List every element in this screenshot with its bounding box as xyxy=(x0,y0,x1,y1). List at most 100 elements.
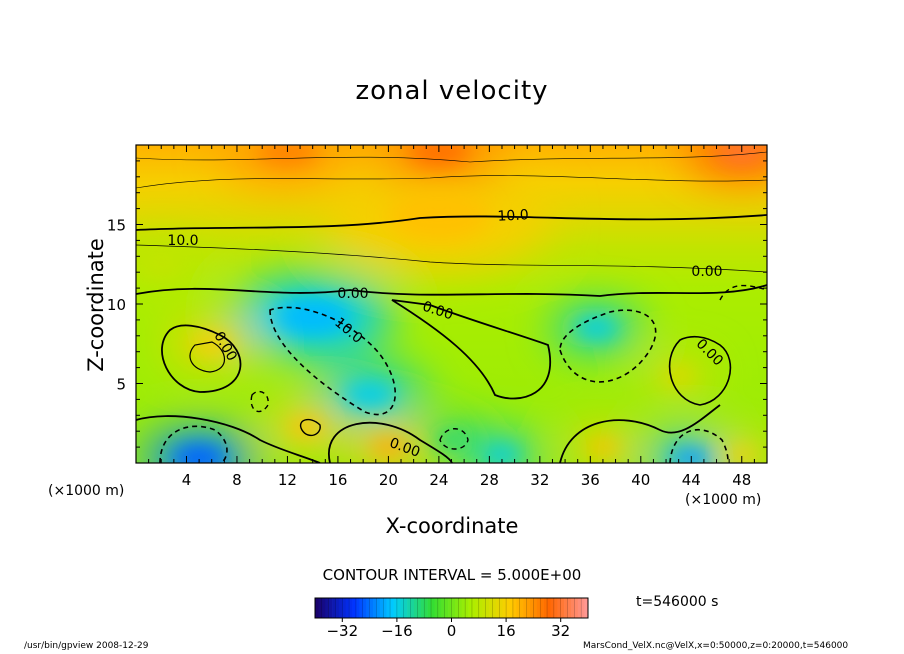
contour-line xyxy=(189,341,226,373)
colorbar-cell xyxy=(441,598,445,618)
y-tick-label: 5 xyxy=(116,376,126,394)
colorbar-cell xyxy=(495,598,500,618)
colorbar-cell xyxy=(567,598,572,618)
contour-line xyxy=(136,284,767,297)
colorbar-cell xyxy=(526,598,531,618)
colorbar-cell xyxy=(366,598,370,618)
colorbar-cell xyxy=(502,598,507,618)
colorbar-cell xyxy=(400,598,405,618)
colorbar-cell xyxy=(512,598,517,618)
x-tick-label: 20 xyxy=(379,471,398,489)
colorbar-cell xyxy=(529,598,534,618)
field-core xyxy=(173,446,225,463)
colorbar-cell xyxy=(427,598,432,618)
field-core xyxy=(726,447,757,463)
colorbar-cell xyxy=(574,598,579,618)
colorbar-cell xyxy=(328,598,333,618)
colorbar-cell xyxy=(403,598,408,618)
x-unit-label-right: (×1000 m) xyxy=(685,492,762,508)
colorbar-cell xyxy=(482,598,486,618)
colorbar-cell xyxy=(444,598,449,618)
colorbar-cell xyxy=(434,598,439,618)
colorbar-cell xyxy=(543,598,548,618)
colorbar-cell xyxy=(547,598,551,618)
contour-label: 10.0 xyxy=(497,207,529,225)
footer-program-date: /usr/bin/gpview 2008-12-29 xyxy=(24,641,149,651)
colorbar-cell xyxy=(584,598,589,618)
footer-data-source: MarsCond_VelX.nc@VelX,x=0:50000,z=0:2000… xyxy=(583,641,849,651)
colorbar-cell xyxy=(352,598,357,618)
colorbar: −32 −16 0 16 32 xyxy=(314,597,589,640)
contour-line xyxy=(439,428,469,450)
colorbar-cell xyxy=(379,598,384,618)
colorbar-cell xyxy=(359,598,364,618)
x-tick-label: 36 xyxy=(581,471,600,489)
field-core xyxy=(344,382,395,407)
y-axis-label: Z-coordinate xyxy=(84,238,108,372)
colorbar-cell xyxy=(376,598,381,618)
contour-label: 0.00 xyxy=(691,264,722,280)
colorbar-cell xyxy=(564,598,568,618)
colorbar-cell xyxy=(369,598,374,618)
colorbar-cell xyxy=(431,598,435,618)
chart-title: zonal velocity xyxy=(355,76,549,106)
colorbar-cell xyxy=(321,598,326,618)
colorbar-cell xyxy=(345,598,350,618)
colorbar-cell xyxy=(318,598,323,618)
colorbar-cell xyxy=(325,598,329,618)
colorbar-cell xyxy=(577,598,582,618)
colorbar-cell xyxy=(523,598,527,618)
field-core xyxy=(370,438,407,456)
colorbar-cell xyxy=(478,598,483,618)
colorbar-cell xyxy=(557,598,561,618)
colorbar-tick-label: −16 xyxy=(381,622,413,640)
colorbar-cell xyxy=(349,598,353,618)
field-core xyxy=(257,145,318,166)
time-label: t=546000 s xyxy=(636,594,719,610)
colorbar-cell xyxy=(499,598,503,618)
velocity-field xyxy=(136,145,767,463)
field-core xyxy=(484,446,520,463)
field-core xyxy=(671,448,712,463)
colorbar-cell xyxy=(533,598,538,618)
colorbar-tick-label: −32 xyxy=(326,622,358,640)
colorbar-cell xyxy=(509,598,514,618)
x-tick-label: 8 xyxy=(232,471,242,489)
colorbar-cell xyxy=(451,598,456,618)
colorbar-cell xyxy=(489,598,493,618)
field-core xyxy=(191,334,232,354)
colorbar-cell xyxy=(424,598,428,618)
colorbar-cell xyxy=(342,598,347,618)
y-tick-label: 15 xyxy=(107,217,126,235)
contour-line xyxy=(668,335,732,406)
colorbar-cell xyxy=(332,598,336,618)
colorbar-cell xyxy=(536,598,541,618)
x-tick-label: 40 xyxy=(631,471,650,489)
colorbar-cell xyxy=(519,598,524,618)
colorbar-cell xyxy=(485,598,490,618)
colorbar-cell xyxy=(461,598,466,618)
x-tick-label: 28 xyxy=(480,471,499,489)
colorbar-cell xyxy=(540,598,544,618)
x-tick-label: 24 xyxy=(429,471,448,489)
x-tick-label: 32 xyxy=(530,471,549,489)
colorbar-cell xyxy=(335,598,340,618)
colorbar-cell xyxy=(315,598,319,618)
colorbar-cell xyxy=(390,598,394,618)
contour-line xyxy=(136,175,767,189)
colorbar-cell xyxy=(407,598,411,618)
contour-line xyxy=(136,214,767,231)
colorbar-cell xyxy=(355,598,360,618)
x-unit-label-left: (×1000 m) xyxy=(48,483,125,499)
colorbar-cell xyxy=(475,598,480,618)
colorbar-cell xyxy=(448,598,452,618)
colorbar-cell xyxy=(560,598,565,618)
contour-lines xyxy=(136,151,767,463)
contour-line xyxy=(559,404,721,463)
field-core xyxy=(587,439,619,455)
colorbar-cell xyxy=(506,598,510,618)
colorbar-tick-label: 32 xyxy=(551,622,570,640)
colorbar-cell xyxy=(413,598,418,618)
contour-interval-text: CONTOUR INTERVAL = 5.000E+00 xyxy=(322,566,582,584)
